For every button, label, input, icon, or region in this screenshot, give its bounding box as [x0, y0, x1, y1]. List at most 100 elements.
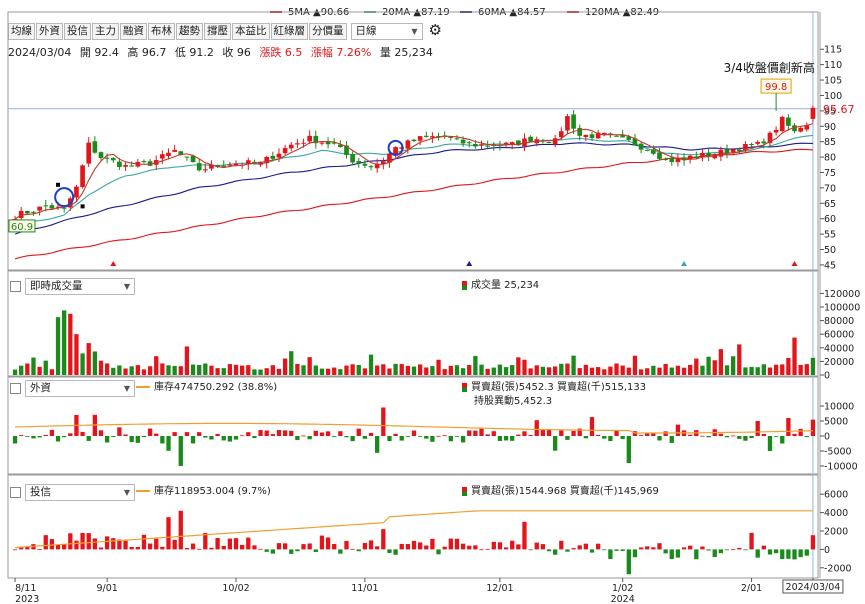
- tab-10[interactable]: 分價量: [309, 23, 347, 40]
- foreign-bar: [117, 427, 122, 436]
- trust-bar: [522, 521, 527, 550]
- quote-bar: 2024/03/04 開 92.4 高 96.7 低 91.2 收 96 漲跌 …: [8, 44, 438, 60]
- foreign-bar: [737, 436, 742, 439]
- candle-body: [43, 205, 49, 207]
- foreign-indicator-select[interactable]: 外資 ▼: [25, 380, 135, 397]
- period-label: 日線: [355, 25, 377, 37]
- volume-legend-text: 成交量 25,234: [471, 280, 540, 291]
- signal-triangle: [681, 261, 688, 266]
- candle-body: [55, 206, 61, 208]
- date-tick-label: 11/01: [351, 583, 378, 594]
- tab-5[interactable]: 布林: [148, 23, 175, 40]
- volume-bar: [540, 366, 546, 375]
- trust-bar: [497, 542, 503, 550]
- volume-panel-checkbox[interactable]: [10, 281, 21, 292]
- volume-bar: [645, 368, 650, 375]
- trust-bar: [74, 540, 79, 550]
- volume-bar: [356, 365, 361, 375]
- volume-bar: [301, 365, 306, 375]
- volume-tick-label: 40000: [824, 343, 854, 354]
- foreign-bar: [307, 436, 312, 440]
- trust-bar: [350, 548, 355, 550]
- candle-body: [288, 144, 294, 149]
- trust-bar: [730, 549, 736, 551]
- candle-body: [258, 161, 263, 165]
- candle-body: [368, 166, 374, 168]
- foreign-bar: [804, 436, 809, 438]
- foreign-bar: [792, 433, 797, 436]
- period-select[interactable]: 日線 ▼: [350, 23, 423, 40]
- foreign-bar: [356, 428, 361, 436]
- trust-bar: [399, 543, 404, 550]
- low-marker-label: 60.9: [11, 222, 33, 233]
- candle-body: [196, 163, 202, 171]
- trust-bar: [454, 538, 460, 550]
- tab-2[interactable]: 投信: [64, 23, 91, 40]
- trust-bar: [749, 532, 754, 550]
- foreign-bar: [589, 417, 595, 436]
- gear-icon[interactable]: ⚙: [428, 21, 442, 39]
- trust-bar: [233, 538, 239, 550]
- price-tick-label: 115: [824, 45, 842, 56]
- trust-bar: [117, 539, 122, 550]
- date-tick-label: 12/01: [486, 583, 513, 594]
- volume-bar: [117, 365, 122, 375]
- volume-tick-label: 80000: [824, 316, 854, 327]
- tab-7[interactable]: 撐壓: [204, 23, 231, 40]
- trust-bar: [289, 549, 294, 554]
- candle-body: [669, 157, 675, 162]
- net-swatch: [462, 382, 467, 392]
- selection-handle: [80, 204, 85, 209]
- volume-bar: [485, 368, 490, 375]
- volume-bar: [755, 367, 760, 375]
- tab-3[interactable]: 主力: [92, 23, 119, 40]
- foreign-bar: [571, 430, 576, 436]
- candle-body: [706, 153, 711, 157]
- highlight-circle: [54, 187, 75, 208]
- foreign-bar: [479, 428, 484, 436]
- candle-body: [663, 159, 668, 161]
- trust-bar: [780, 549, 785, 559]
- tab-9[interactable]: 紅綠層: [270, 23, 308, 40]
- candle-body: [552, 138, 558, 145]
- trust-indicator-select[interactable]: 投信 ▼: [25, 484, 135, 501]
- trust-bar: [804, 549, 809, 556]
- volume-indicator-select[interactable]: 即時成交量 ▼: [25, 278, 135, 295]
- price-tick-label: 105: [824, 76, 842, 87]
- foreign-bar: [381, 407, 386, 436]
- volume-bar: [43, 360, 48, 375]
- candle-body: [325, 141, 331, 145]
- candle-body: [693, 156, 699, 159]
- trust-bar: [387, 549, 392, 553]
- trust-bar: [798, 549, 803, 558]
- volume-bar: [276, 368, 282, 375]
- candle-body: [141, 161, 147, 163]
- tab-6[interactable]: 趨勢: [176, 23, 203, 40]
- tab-4[interactable]: 融資: [120, 23, 147, 40]
- foreign-bar: [540, 429, 546, 436]
- foreign-panel-checkbox[interactable]: [10, 383, 21, 394]
- date-tick-label: 2024/03/04: [786, 582, 841, 593]
- volume-bar: [761, 364, 766, 375]
- chevron-down-icon: ▼: [411, 27, 418, 36]
- volume-bar: [325, 368, 331, 375]
- date-tick-label: 10/02: [222, 583, 249, 594]
- trust-bar: [240, 544, 245, 550]
- volume-bar: [804, 364, 809, 375]
- volume-bar: [522, 359, 527, 375]
- candle-body: [31, 211, 36, 213]
- trust-panel-checkbox[interactable]: [10, 487, 21, 498]
- quote-pct: 漲幅 7.26%: [310, 46, 372, 59]
- volume-tick-label: 100000: [824, 303, 860, 314]
- foreign-bar: [473, 430, 478, 436]
- foreign-bar: [534, 420, 539, 436]
- foreign-holding-text: 持股異動5,452.3: [474, 396, 553, 407]
- trust-bar: [460, 543, 466, 550]
- candle-body: [743, 144, 748, 151]
- tab-1[interactable]: 外資: [36, 23, 63, 40]
- volume-bar: [632, 355, 638, 375]
- tab-8[interactable]: 本益比: [232, 23, 270, 40]
- candle-body: [172, 149, 177, 152]
- candle-body: [657, 152, 662, 159]
